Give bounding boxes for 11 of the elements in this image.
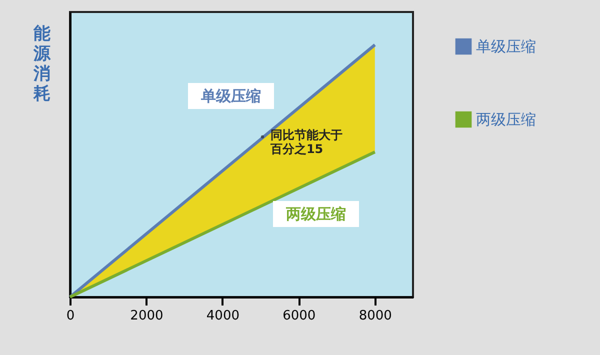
x-tick-label: 6000 (282, 308, 316, 324)
x-tick-label: 8000 (358, 308, 392, 324)
annotation: 同比节能大于百分之15 (269, 128, 342, 156)
y-axis-title: 能源消耗 (32, 24, 52, 104)
x-tick-label: 4000 (206, 308, 240, 324)
legend-label: 两级压缩 (476, 110, 536, 128)
x-tick-label: 2000 (130, 308, 164, 324)
annotation: 单级压缩 (200, 87, 261, 105)
x-tick-label: 0 (66, 308, 75, 324)
annotation: 两级压缩 (285, 205, 346, 223)
legend-label: 单级压缩 (476, 38, 536, 56)
